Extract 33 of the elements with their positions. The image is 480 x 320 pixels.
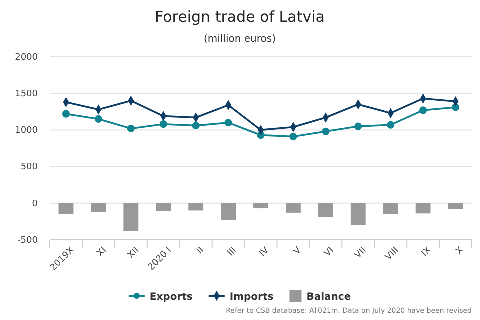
point xyxy=(127,124,135,133)
chart-title: Foreign trade of Latvia xyxy=(155,8,325,26)
x-tick-label: III xyxy=(226,246,239,259)
point xyxy=(354,122,362,130)
x-tick-label: XI xyxy=(96,246,110,260)
point xyxy=(224,119,232,127)
y-tick-label: 0 xyxy=(32,199,38,210)
point xyxy=(62,110,70,118)
x-tick-label: IV xyxy=(258,245,272,260)
point xyxy=(94,115,102,123)
point xyxy=(420,106,428,114)
point xyxy=(387,121,395,129)
x-tick-label: XII xyxy=(126,246,142,261)
y-tick-label: 500 xyxy=(20,162,38,173)
x-tick-label: IX xyxy=(420,246,434,260)
y-tick-label: 1000 xyxy=(15,126,38,136)
legend-label: Imports xyxy=(230,292,274,303)
x-tick-label: VII xyxy=(354,246,369,261)
point xyxy=(322,128,330,136)
y-tick-label: 2000 xyxy=(15,52,38,63)
chart-subtitle: (million euros) xyxy=(204,34,276,45)
point xyxy=(160,120,168,128)
x-tick-label: VI xyxy=(322,246,336,260)
x-tick-label: X xyxy=(454,246,466,258)
x-tick-label: VIII xyxy=(384,246,402,263)
x-tick-label: V xyxy=(292,245,304,258)
legend-label: Balance xyxy=(306,292,352,303)
y-tick-label: 1500 xyxy=(15,89,38,100)
point xyxy=(290,133,298,141)
legend-label: Exports xyxy=(150,292,193,303)
point xyxy=(192,122,200,130)
x-tick-label: II xyxy=(196,246,206,257)
y-tick-label: -500 xyxy=(18,236,38,246)
